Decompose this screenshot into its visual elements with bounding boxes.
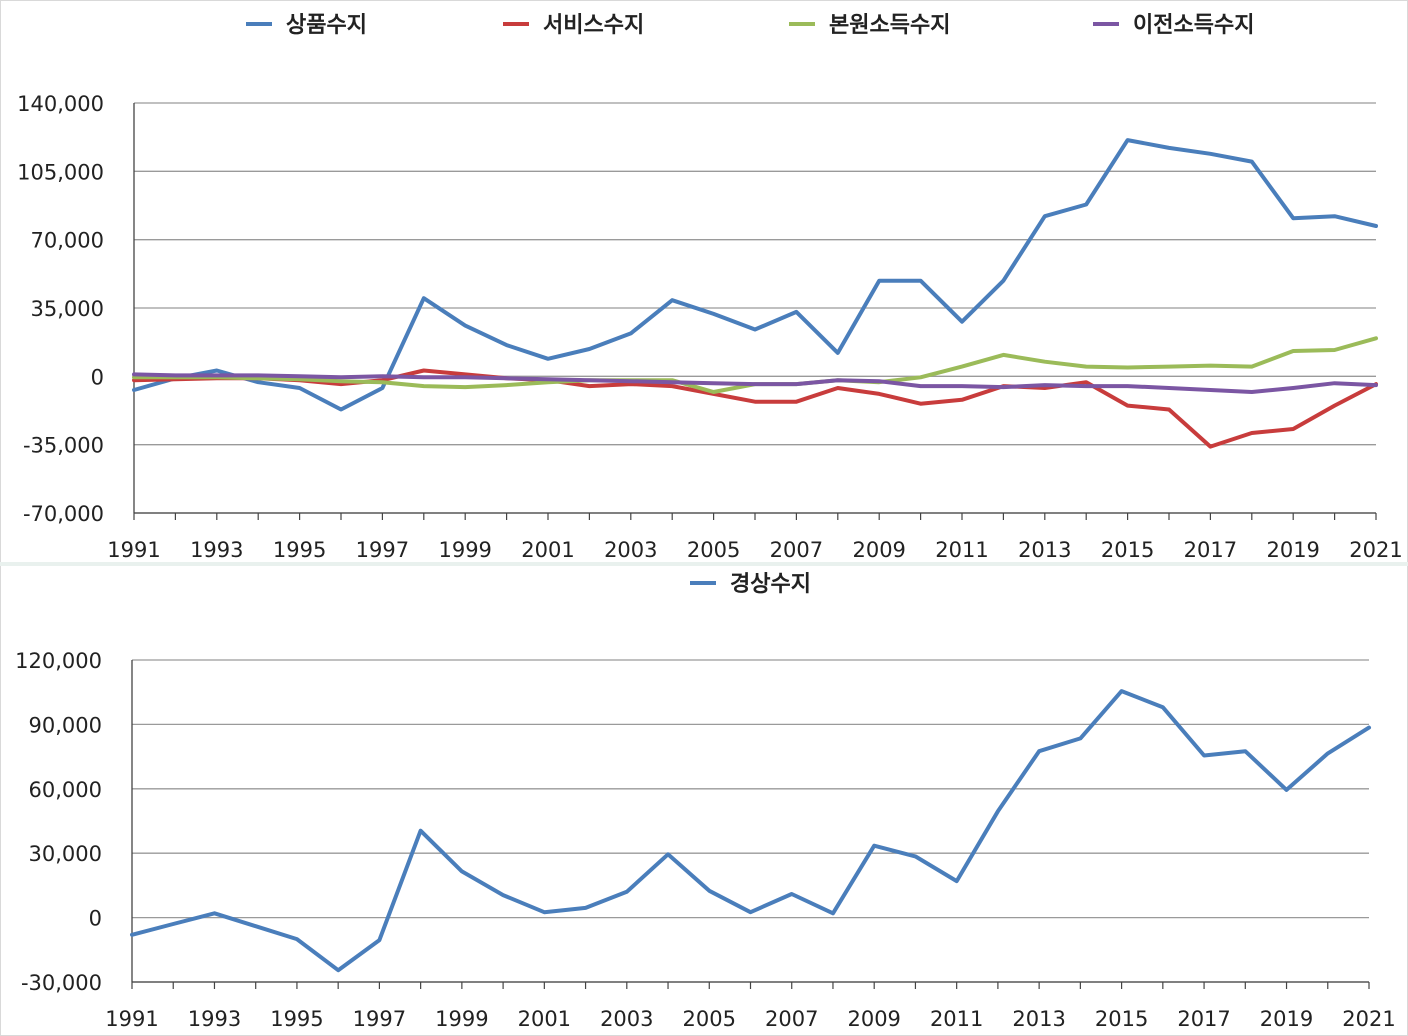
x-tick-label: 2007 — [770, 538, 823, 562]
x-tick-label: 1997 — [356, 538, 409, 562]
y-tick-label: 70,000 — [31, 229, 104, 253]
x-tick-label: 2005 — [687, 538, 740, 562]
legend-label: 이전소득수지 — [1133, 13, 1254, 38]
x-tick-label: 2001 — [521, 538, 574, 562]
legend-label: 본원소득수지 — [829, 13, 950, 38]
x-tick-label: 2013 — [1018, 538, 1071, 562]
x-tick-label: 2015 — [1101, 538, 1154, 562]
y-tick-label: -35,000 — [23, 434, 104, 458]
y-tick-label: 140,000 — [17, 92, 104, 116]
legend-label: 상품수지 — [286, 13, 367, 38]
series-line-2 — [132, 368, 1378, 449]
series-line-1 — [132, 138, 1378, 412]
legend-label: 서비스수지 — [543, 13, 644, 38]
x-tick-label: 2021 — [1349, 538, 1402, 562]
y-tick-label: 105,000 — [17, 160, 104, 184]
chart-divider — [0, 562, 1408, 566]
series-line-4 — [132, 372, 1378, 394]
x-tick-label: 2011 — [935, 538, 988, 562]
x-tick-label: 1991 — [107, 538, 160, 562]
y-tick-label: -70,000 — [23, 502, 104, 526]
x-tick-label: 1995 — [273, 538, 326, 562]
x-tick-label: 1993 — [190, 538, 243, 562]
y-tick-label: 0 — [91, 365, 104, 389]
x-tick-label: 2017 — [1184, 538, 1237, 562]
y-tick-label: 35,000 — [31, 297, 104, 321]
x-tick-label: 2019 — [1266, 538, 1319, 562]
x-tick-label: 1999 — [438, 538, 491, 562]
trade-components-chart: 140,000 105,000 70,000 35,000 0 -35,000 -70,00… — [17, 13, 1403, 562]
x-tick-label: 2003 — [604, 538, 657, 562]
x-tick-label: 2009 — [852, 538, 905, 562]
